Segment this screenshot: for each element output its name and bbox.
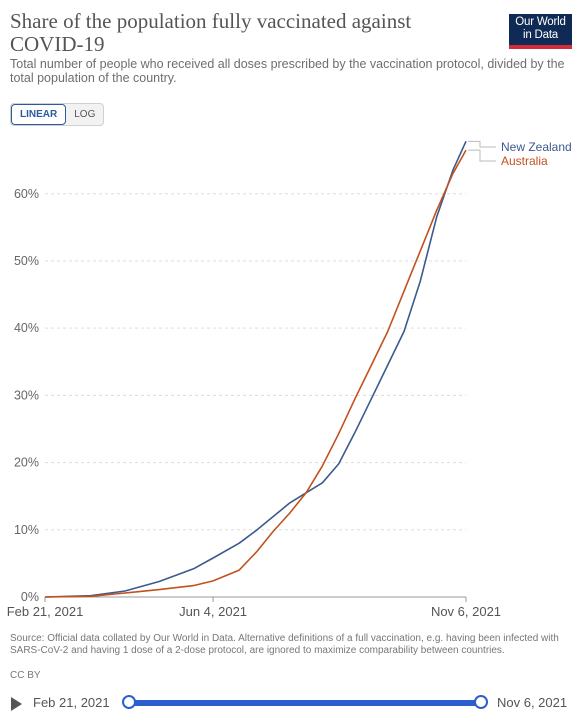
logo-line-2: in Data bbox=[522, 29, 559, 41]
series-lines bbox=[44, 140, 467, 598]
source-note: Source: Official data collated by Our Wo… bbox=[10, 633, 559, 656]
scale-toggle: LINEAR LOG bbox=[10, 103, 105, 126]
timeline-start-handle[interactable] bbox=[122, 695, 136, 709]
legend-connector bbox=[468, 140, 496, 148]
chart-title: Share of the population fully vaccinated… bbox=[10, 9, 412, 56]
legend-connector bbox=[468, 149, 496, 162]
play-icon[interactable] bbox=[11, 697, 22, 711]
x-tick-label: Jun 4, 2021 bbox=[179, 604, 247, 619]
x-axis: Feb 21, 2021 Jun 4, 2021 Nov 6, 2021 bbox=[7, 596, 501, 619]
y-axis-labels: 0% 10% 20% 30% 40% 50% 60% bbox=[14, 187, 39, 604]
x-tick-label: Feb 21, 2021 bbox=[7, 604, 84, 619]
y-tick-label: 10% bbox=[14, 523, 39, 537]
timeline-track[interactable] bbox=[129, 700, 481, 706]
series-line-australia bbox=[44, 149, 467, 598]
timeline-end-label: Nov 6, 2021 bbox=[497, 695, 568, 710]
logo-line-1: Our World bbox=[515, 16, 566, 28]
owid-logo[interactable]: Our World in Data bbox=[509, 14, 572, 49]
series-line-new-zealand bbox=[44, 140, 467, 598]
y-tick-label: 0% bbox=[21, 590, 39, 604]
line-chart: 0% 10% 20% 30% 40% 50% 60% Feb 21, 2021 Jun 4, … bbox=[7, 140, 572, 619]
y-tick-label: 30% bbox=[14, 388, 39, 402]
timeline-slider: Feb 21, 2021 Nov 6, 2021 bbox=[0, 692, 588, 716]
timeline-start-label: Feb 21, 2021 bbox=[33, 695, 110, 710]
y-tick-label: 20% bbox=[14, 456, 39, 470]
grid-lines bbox=[45, 193, 466, 531]
x-tick-label: Nov 6, 2021 bbox=[431, 604, 501, 619]
license-label[interactable]: CC BY bbox=[10, 670, 41, 681]
legend-label: New Zealand bbox=[501, 140, 572, 154]
y-tick-label: 60% bbox=[14, 187, 39, 201]
timeline-end-handle[interactable] bbox=[474, 695, 488, 709]
y-tick-label: 50% bbox=[14, 254, 39, 268]
linear-scale-button[interactable]: LINEAR bbox=[11, 104, 67, 125]
chart-subtitle: Total number of people who received all … bbox=[10, 57, 565, 85]
log-scale-button[interactable]: LOG bbox=[74, 109, 96, 120]
y-tick-label: 40% bbox=[14, 321, 39, 335]
legend-label: Australia bbox=[501, 154, 548, 168]
